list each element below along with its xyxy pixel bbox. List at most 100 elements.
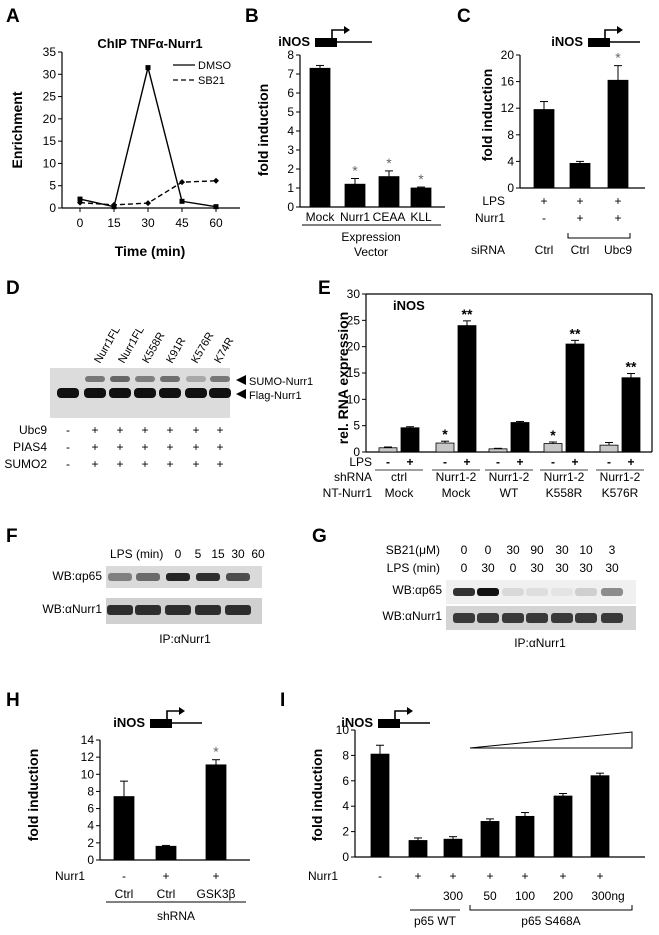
panel-e-bar [543,443,563,453]
panel-a-y-tick-label: 20 [43,112,57,126]
panel-e-y-tick-label: 5 [353,419,360,433]
panel-c-significance: * [615,50,621,66]
panel-e-lps-value: - [551,455,555,469]
panel-i-group-wt: p65 WT [414,914,457,928]
panel-f-nurr1-band [107,605,133,615]
panel-g-sb-value: 0 [461,543,468,557]
panel-c-promoter-icon [588,26,640,47]
panel-b-y-tick-label: 7 [287,67,294,81]
panel-f-p65-bands [108,573,250,581]
panel-f-lane-label: 60 [251,547,265,561]
panel-d-sumo-band [110,376,130,382]
panel-a-ylabel: Enrichment [9,91,25,168]
panel-c-row-label: siRNA [471,243,505,257]
panel-g-ip-label: IP:αNurr1 [514,636,566,650]
panel-g-lps-value: 30 [579,561,593,575]
panel-i: iNOS fold induction 0 2 4 6 8 10 Nurr1 - + + + + + +… [308,707,645,928]
panel-e-shrna-value: Nurr1-2 [436,470,477,484]
panel-f-lane-label: 15 [211,547,225,561]
panel-d-row-value: + [192,440,199,454]
panel-a-title: ChIP TNFα-Nurr1 [97,36,202,51]
panel-label-i: I [280,690,285,711]
panel-c-row-value: Ubc9 [604,243,632,257]
panel-e-significance: ** [570,325,581,341]
panel-f: LPS (min) 0 5 15 30 60 WB:αp65 WB:αNurr1 IP:… [42,547,265,646]
panel-i-y-tick-label: 6 [342,774,349,788]
panel-b-promoter-icon [315,26,372,47]
panel-f-lane-label: 0 [175,547,182,561]
panel-i-amount: 100 [515,889,535,903]
panel-a-point [77,199,83,206]
panel-h-promoter-icon [150,707,202,728]
panel-a-y-tick-label: 30 [43,67,57,81]
panel-g-sb-value: 0 [485,543,492,557]
panel-label-b: B [245,6,259,27]
panel-label-f: F [6,526,18,547]
panel-h-y-tick-label: 6 [87,802,94,816]
panel-b-y-tick-label: 8 [287,48,294,62]
panel-c-axes: 0 4 8 12 16 20 [501,48,645,195]
panel-g-lps-value: 30 [481,561,495,575]
panel-a-x-tick-label: 45 [175,216,189,230]
panel-g-sb-value: 30 [555,543,569,557]
panel-d-row-value: + [192,457,199,471]
panel-e-nt-value: Mock [442,486,472,500]
panel-i-ylabel: fold induction [309,749,325,842]
panel-c-bar [569,162,591,189]
panel-g-nurr1-band [502,613,524,623]
panel-h-row-value: + [162,869,169,883]
panel-i-y-tick-label: 4 [342,799,349,813]
panel-c-y-tick-label: 4 [507,154,514,168]
panel-e-lps-value: + [516,455,523,469]
panel-label-h: H [6,690,20,711]
panel-c-condition-rows: LPS + + + Nurr1 - + + siRNA Ctrl Ctrl Ubc9 [471,194,632,257]
panel-a-y-tick-label: 5 [49,179,56,193]
panel-g-sb-label: SB21(μM) [386,543,440,557]
panel-e-shrna-value: ctrl [391,470,407,484]
panel-h-ylabel: fold induction [25,749,41,842]
panel-c-bar [607,79,629,189]
panel-g-p65-band [601,588,623,596]
panel-e-shrna-value: Nurr1-2 [544,470,585,484]
panel-h-bar [155,845,177,861]
panel-e-nt-value: K576R [602,486,639,500]
panel-g-p65-band [551,588,573,596]
panel-d-row-value: + [91,423,98,437]
panel-a-point [213,204,219,210]
panel-h-row-value: - [122,869,126,883]
panel-i-bar [370,753,390,858]
panel-a-point [179,198,185,204]
panel-d-flag-band [185,388,207,398]
panel-a-point [213,177,219,184]
panel-d-sumo-band [210,376,230,382]
panel-d-lane-label: K74R [212,336,236,366]
panel-f-ip-label: IP:αNurr1 [159,632,211,646]
panel-f-nurr1-band [195,605,221,615]
panel-a-y-tick-label: 10 [43,156,57,170]
panel-c-row-value: + [540,194,547,208]
panel-e-bar [621,377,641,453]
panel-f-wb1: WB:αp65 [52,569,102,583]
panel-d-row-label: SUMO2 [4,457,47,471]
panel-a-y-tick-label: 35 [43,45,57,59]
panel-d-row-value: + [141,440,148,454]
panel-g-nurr1-band [453,613,475,623]
panel-i-promoter-icon [378,707,430,728]
panel-g-lps-label: LPS (min) [387,561,440,575]
panel-h-y-tick-label: 8 [87,784,94,798]
panel-b-y-tick-label: 6 [287,86,294,100]
panel-e-lps-value: - [607,455,611,469]
panel-f-lane-labels: 0 5 15 30 60 [175,547,265,561]
panel-c-y-tick-label: 12 [501,101,515,115]
panel-i-bars [370,744,610,858]
panel-d-flag-band [109,388,131,398]
panel-g-wb1: WB:αp65 [392,583,442,597]
panel-g-sb-value: 3 [609,543,616,557]
panel-d-row-label: PIAS4 [13,440,47,454]
panel-i-y-tick-label: 10 [336,723,350,737]
panel-g-sb-value: 10 [579,543,593,557]
panel-h-y-tick-label: 0 [87,853,94,867]
panel-a-point [111,201,117,208]
panel-g-nurr1-bands [453,613,623,623]
panel-e-significance: * [550,427,556,443]
